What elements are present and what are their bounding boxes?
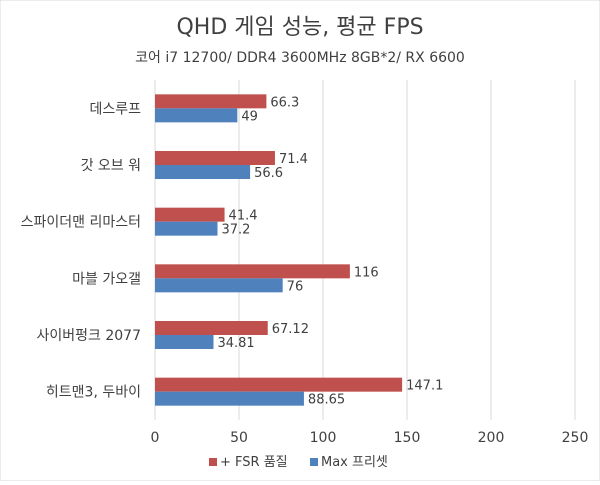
- data-label: 88.65: [308, 393, 345, 408]
- data-label: 147.1: [406, 379, 443, 394]
- data-label: 34.81: [217, 336, 254, 351]
- bar-max: [155, 221, 218, 236]
- x-tick-label: 200: [478, 430, 505, 446]
- bar-fsr: [155, 264, 350, 279]
- bar-max: [155, 108, 238, 123]
- bar-fsr: [155, 207, 225, 222]
- category-label: 마블 가오갤: [72, 271, 141, 287]
- legend: + FSR 품질 Max 프리셋: [209, 455, 388, 470]
- bar-max: [155, 391, 304, 406]
- bar-max: [155, 335, 214, 349]
- data-label: 76: [287, 279, 304, 294]
- data-label: 37.2: [221, 223, 250, 238]
- legend-label-max: Max 프리셋: [321, 455, 388, 470]
- data-label: 67.12: [272, 322, 309, 337]
- category-label: 데스루프: [89, 101, 141, 117]
- legend-swatch-fsr: [209, 458, 217, 466]
- legend-swatch-max: [310, 458, 318, 466]
- category-label: 스파이더맨 리마스터: [21, 215, 141, 231]
- x-tick-label: 250: [562, 430, 589, 446]
- x-tick-label: 0: [151, 430, 160, 446]
- data-label: 116: [354, 265, 379, 280]
- x-tick-label: 100: [310, 430, 337, 446]
- data-label: 49: [241, 109, 258, 124]
- data-label: 56.6: [254, 166, 283, 181]
- bars-group: 66.3 49 71.456.6 41.437.2 116 76 67.12 34.81 147…: [155, 94, 443, 408]
- chart-title: QHD 게임 성능, 평균 FPS: [176, 15, 423, 40]
- grid-lines: [154, 80, 576, 420]
- data-label: 71.4: [279, 152, 308, 167]
- legend-label-fsr: + FSR 품질: [220, 455, 288, 470]
- bar-fsr: [155, 377, 403, 392]
- bar-max: [155, 165, 251, 179]
- bar-fsr: [155, 94, 267, 109]
- chart-subtitle: 코어 i7 12700/ DDR4 3600MHz 8GB*2/ RX 6600: [135, 50, 465, 66]
- bar-fsr: [155, 151, 275, 165]
- data-label: 41.4: [229, 209, 258, 224]
- category-label: 갓 오브 워: [81, 158, 141, 174]
- bar-fsr: [155, 321, 268, 335]
- x-tick-label: 50: [230, 430, 248, 446]
- category-label: 사이버펑크 2077: [37, 328, 141, 344]
- data-label: 66.3: [270, 95, 299, 110]
- x-tick-labels: 0 50 100 150 200 250: [151, 430, 589, 446]
- category-label: 히트맨3, 두바이: [46, 385, 141, 401]
- bar-max: [155, 278, 283, 293]
- x-tick-label: 150: [394, 430, 421, 446]
